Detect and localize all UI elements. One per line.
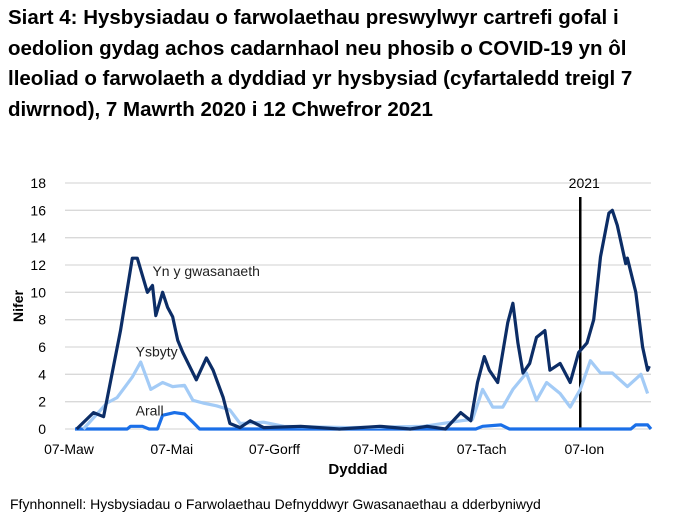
series-line-ysbyty bbox=[82, 359, 650, 431]
y-tick-labels: 0 2 4 6 8 10 12 14 16 18 bbox=[30, 175, 46, 437]
x-tick-label: 07-Gorff bbox=[249, 441, 300, 457]
y-tick-label: 0 bbox=[38, 421, 46, 437]
y-tick-label: 10 bbox=[30, 284, 46, 300]
series-lines bbox=[75, 208, 653, 431]
x-tick-label: 07-Ion bbox=[565, 441, 605, 457]
x-tick-label: 07-Medi bbox=[354, 441, 405, 457]
source-note: Ffynhonnell: Hysbysiadau o Farwolaethau … bbox=[10, 496, 541, 512]
series-labels: Yn y gwasanaeth Ysbyty Arall bbox=[136, 263, 260, 418]
y-axis-label: Nifer bbox=[10, 290, 26, 322]
y-tick-label: 2 bbox=[38, 394, 46, 410]
series-line-arall bbox=[75, 411, 653, 431]
series-label: Yn y gwasanaeth bbox=[152, 263, 259, 279]
x-tick-label: 07-Mai bbox=[150, 441, 193, 457]
x-axis-label: Dyddiad bbox=[328, 461, 387, 478]
y-tick-label: 18 bbox=[30, 175, 46, 191]
x-tick-label: 07-Tach bbox=[457, 441, 507, 457]
series-label: Arall bbox=[136, 402, 164, 418]
y-tick-label: 16 bbox=[30, 202, 46, 218]
y-tick-label: 4 bbox=[38, 366, 46, 382]
series-line-yn-y-gwasanaeth bbox=[75, 208, 651, 431]
gridlines bbox=[65, 182, 651, 430]
y-tick-label: 8 bbox=[38, 312, 46, 328]
y-tick-label: 14 bbox=[30, 230, 46, 246]
x-tick-label: 07-Maw bbox=[44, 441, 95, 457]
chart-title: Siart 4: Hysbysiadau o farwolaethau pres… bbox=[8, 6, 633, 121]
y-tick-label: 6 bbox=[38, 339, 46, 355]
x-tick-labels: 07-Maw 07-Mai 07-Gorff 07-Medi 07-Tach 07-Ion bbox=[44, 441, 604, 457]
year-marker-label: 2021 bbox=[569, 175, 600, 191]
series-label: Ysbyty bbox=[136, 344, 178, 360]
y-tick-label: 12 bbox=[30, 257, 46, 273]
